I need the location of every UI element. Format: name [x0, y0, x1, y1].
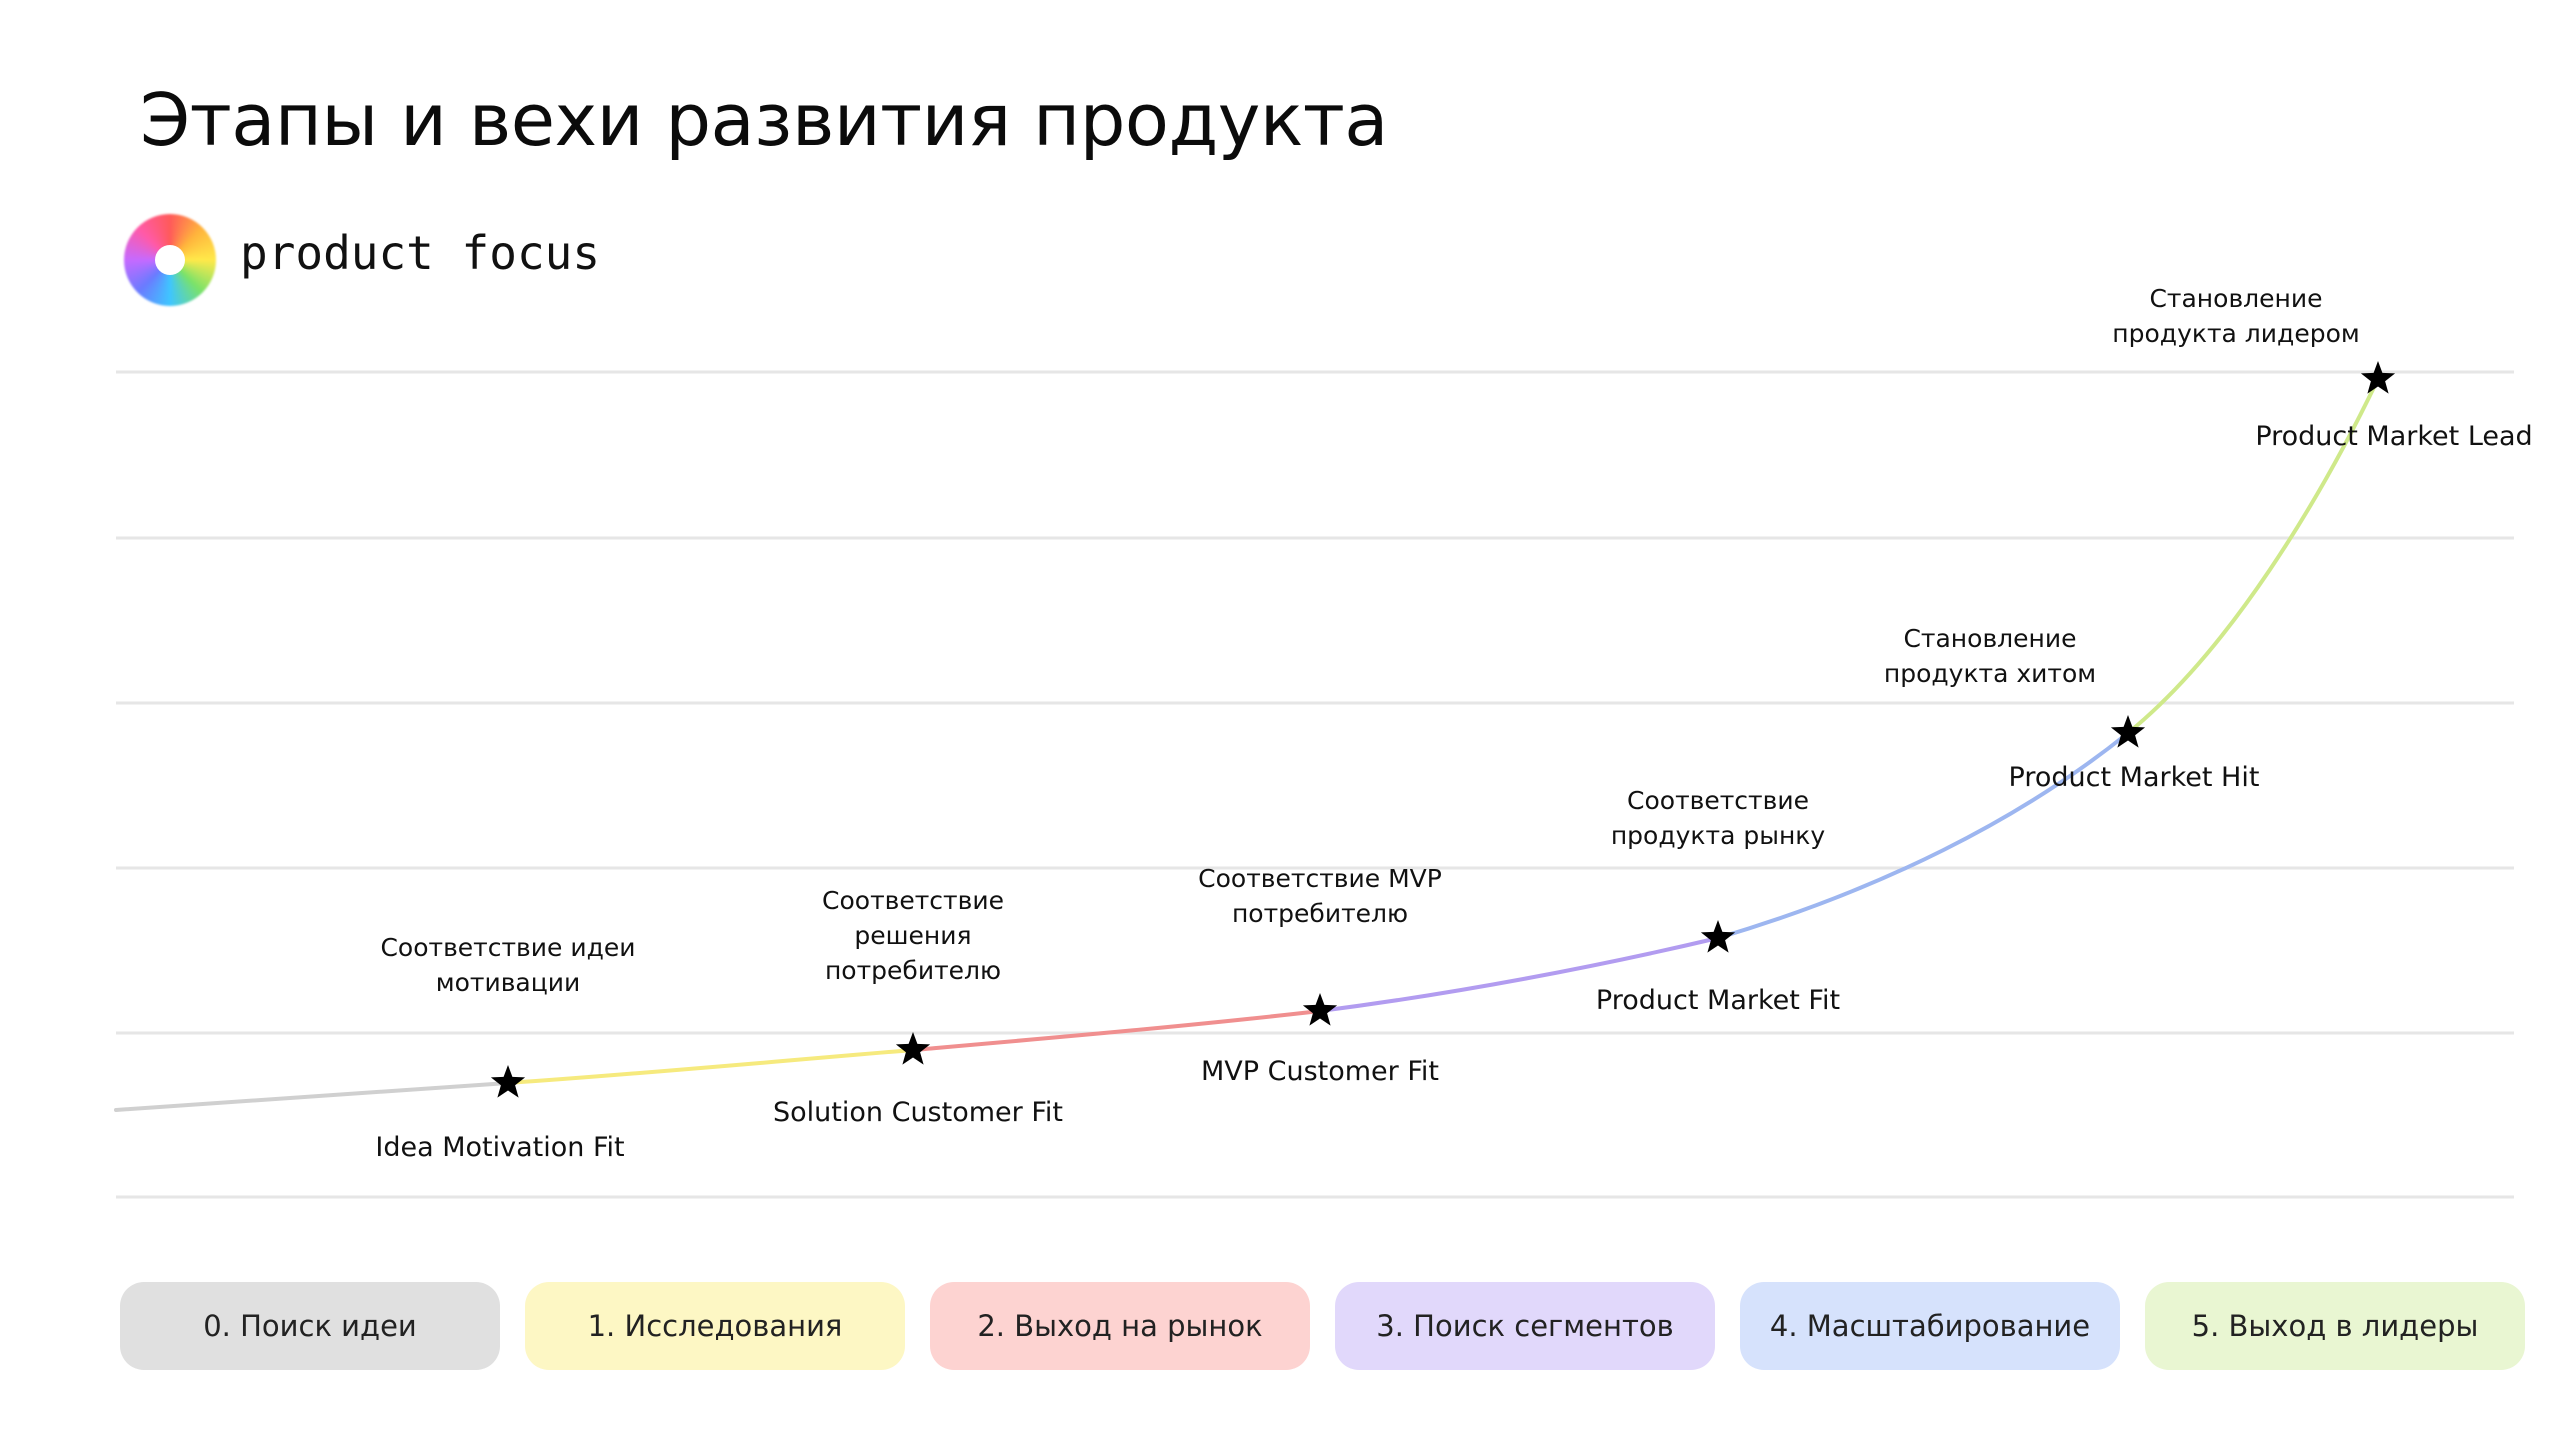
stage-pill: 5. Выход в лидеры	[2145, 1282, 2525, 1370]
milestone-star-icon	[490, 1065, 526, 1098]
milestone-name: Idea Motivation Fit	[375, 1132, 625, 1163]
milestone-name: MVP Customer Fit	[1200, 1056, 1440, 1087]
milestone-star-icon	[1302, 993, 1338, 1026]
page-title: Этапы и вехи развития продукта	[140, 78, 1388, 162]
milestone-description-line: мотивации	[435, 968, 581, 997]
milestone-description: Соответствие MVP потребителю	[1198, 861, 1442, 931]
brand-name: product focus	[240, 226, 601, 280]
milestone-star-icon	[1700, 920, 1736, 953]
milestone-name: Solution Customer Fit	[773, 1097, 1063, 1128]
milestone-description-line: потребителю	[1231, 899, 1409, 928]
stage-pill: 0. Поиск идеи	[120, 1282, 500, 1370]
stage-pill: 2. Выход на рынок	[930, 1282, 1310, 1370]
milestone-description: Соответствие решения потребителю	[822, 883, 1004, 988]
milestone-description-line: решения	[854, 921, 972, 950]
stage-pill: 3. Поиск сегментов	[1335, 1282, 1715, 1370]
logo-center	[155, 245, 185, 275]
milestone-star-icon	[895, 1032, 931, 1065]
milestone-description-line: Соответствие	[822, 886, 1004, 915]
curve-segment	[1318, 936, 1720, 1013]
milestone-description-line: потребителю	[824, 956, 1002, 985]
milestone-star-icon	[2110, 715, 2146, 748]
milestone-description: Становление продукта лидером	[2112, 281, 2359, 351]
milestone-description-line: Становление	[2149, 284, 2323, 313]
milestone-name: Product Market Lead	[2255, 421, 2533, 452]
milestone-description-line: продукта лидером	[2112, 319, 2360, 348]
milestone-description-line: продукта хитом	[1883, 659, 2097, 688]
milestone-name: Product Market Hit	[2008, 762, 2260, 793]
milestone-description-line: Становление	[1903, 624, 2077, 653]
stage-pill: 1. Исследования	[525, 1282, 905, 1370]
curve-segment	[1716, 731, 2130, 940]
milestone-name: Product Market Fit	[1595, 985, 1841, 1016]
milestone-description-line: Соответствие идеи	[380, 933, 636, 962]
milestone-description-line: продукта рынку	[1610, 821, 1826, 850]
curve-segment	[506, 1048, 915, 1085]
milestone-description: Становление продукта хитом	[1884, 621, 2096, 691]
milestone-description-line: Соответствие MVP	[1198, 864, 1442, 893]
curve-segment	[2126, 377, 2380, 735]
milestone-description: Соответствие идеи мотивации	[380, 930, 635, 1000]
milestone-star-icon	[2360, 361, 2396, 394]
milestone-description: Соответствие продукта рынку	[1611, 783, 1825, 853]
stage-pill: 4. Масштабирование	[1740, 1282, 2120, 1370]
milestone-description-line: Соответствие	[1627, 786, 1809, 815]
curve-segment	[911, 1009, 1322, 1052]
curve-segment	[114, 1081, 510, 1112]
